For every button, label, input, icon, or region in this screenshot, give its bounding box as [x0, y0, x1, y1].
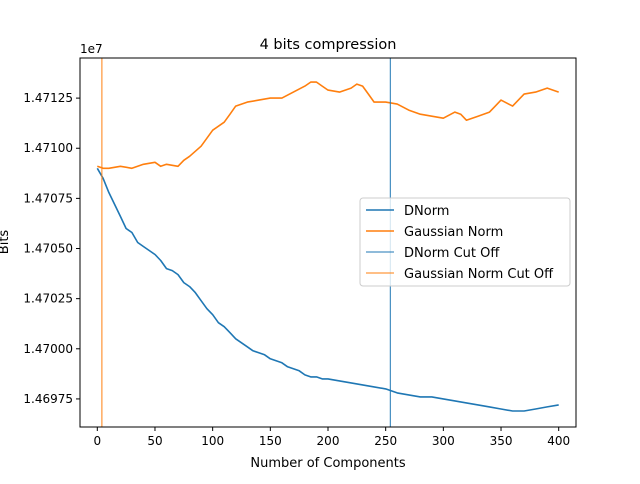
y-tick-label: 1.47125 [23, 91, 73, 105]
y-axis-label: Bits [0, 230, 12, 255]
y-tick-label: 1.47050 [23, 242, 73, 256]
legend-label-dnorm-cut-off: DNorm Cut Off [404, 246, 500, 261]
x-tick-label: 250 [374, 434, 397, 448]
y-tick-label: 1.47075 [23, 191, 73, 205]
y-tick-label: 1.47000 [23, 342, 73, 356]
legend-label-gaussian-norm-cut-off: Gaussian Norm Cut Off [404, 267, 554, 282]
legend-box [359, 197, 571, 287]
legend: DNorm Gaussian Norm DNorm Cut Off Gaussi… [359, 197, 571, 287]
axes-frame [79, 57, 577, 428]
x-tick-label: 200 [317, 434, 340, 448]
y-tick-label: 1.47100 [23, 141, 73, 155]
x-tick-label: 400 [547, 434, 570, 448]
x-tick-label: 100 [201, 434, 224, 448]
x-axis-label: Number of Components [250, 456, 405, 471]
legend-label-dnorm: DNorm [404, 204, 449, 219]
y-axis-ticks: 1.46975 1.47000 1.47025 1.47050 1.47075 1.471… [23, 91, 80, 406]
series-line-dnorm [96, 167, 559, 412]
x-tick-label: 50 [147, 434, 162, 448]
x-axis-ticks: 0 50 100 150 200 250 300 350 400 [93, 427, 570, 448]
legend-label-gaussian-norm: Gaussian Norm [404, 225, 503, 240]
x-tick-label: 300 [432, 434, 455, 448]
y-axis-offset-label: 1e7 [80, 42, 103, 56]
y-tick-label: 1.46975 [23, 392, 73, 406]
series-line-gaussian-norm [97, 81, 559, 170]
chart-title: 4 bits compression [260, 37, 397, 53]
x-tick-label: 350 [490, 434, 513, 448]
x-tick-label: 0 [93, 434, 101, 448]
x-tick-label: 150 [259, 434, 282, 448]
y-tick-label: 1.47025 [23, 292, 73, 306]
